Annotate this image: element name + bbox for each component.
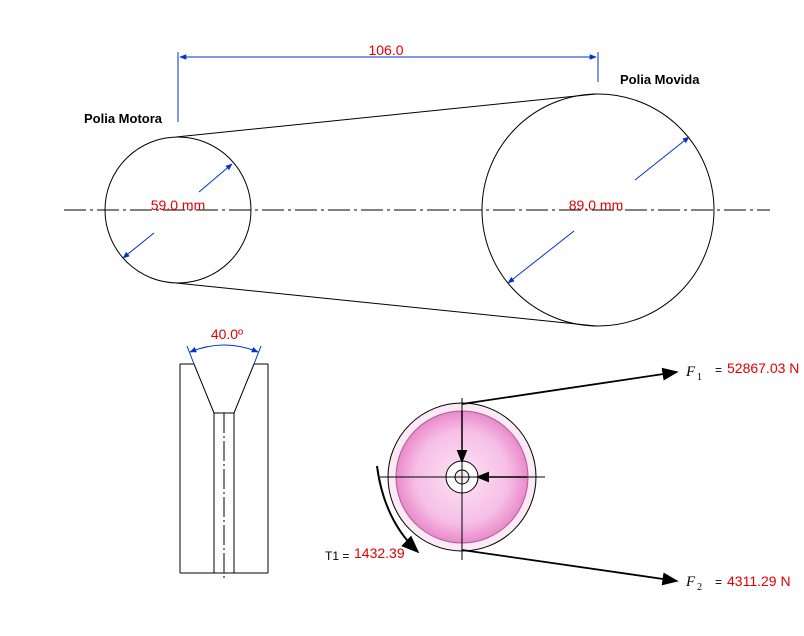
belt-top-line — [175, 93, 597, 138]
driven-diameter-arrow-b — [507, 230, 575, 284]
f2-arrow — [461, 549, 679, 586]
f2-equals: = — [715, 575, 722, 589]
groove-section — [179, 363, 269, 574]
f1-arrow — [461, 367, 679, 405]
driven-pulley-circle — [481, 93, 715, 327]
driven-diameter-value: 89.0 mm — [569, 197, 623, 213]
f1-value: 52867.03 N — [727, 360, 799, 376]
center-distance-value: 106.0 — [368, 42, 403, 58]
f2-subscript: 2 — [697, 582, 702, 593]
f2-symbol: F — [685, 574, 696, 590]
groove-angle-ext-left — [186, 345, 195, 365]
groove-angle-arc — [189, 344, 259, 353]
driver-diameter-arrow-a — [198, 163, 233, 193]
driver-pulley-label: Polia Motora — [84, 111, 163, 126]
driven-diameter-arrow-a — [634, 136, 690, 181]
driver-diameter-value: 59.0 mm — [151, 197, 205, 213]
f1-symbol: F — [685, 364, 696, 380]
f2-value: 4311.29 N — [727, 573, 791, 589]
f1-equals: = — [715, 363, 722, 377]
torque-arrow — [376, 465, 420, 554]
belt-bottom-line — [175, 282, 597, 327]
f1-subscript: 1 — [697, 372, 702, 383]
driven-pulley-label: Polia Movida — [620, 72, 700, 87]
torque-label: T1 = — [325, 549, 349, 563]
groove-angle-value: 40.0º — [211, 326, 243, 342]
torque-value: 1432.39 — [354, 545, 405, 561]
driver-diameter-arrow-b — [122, 232, 155, 259]
groove-angle-ext-right — [253, 345, 262, 365]
